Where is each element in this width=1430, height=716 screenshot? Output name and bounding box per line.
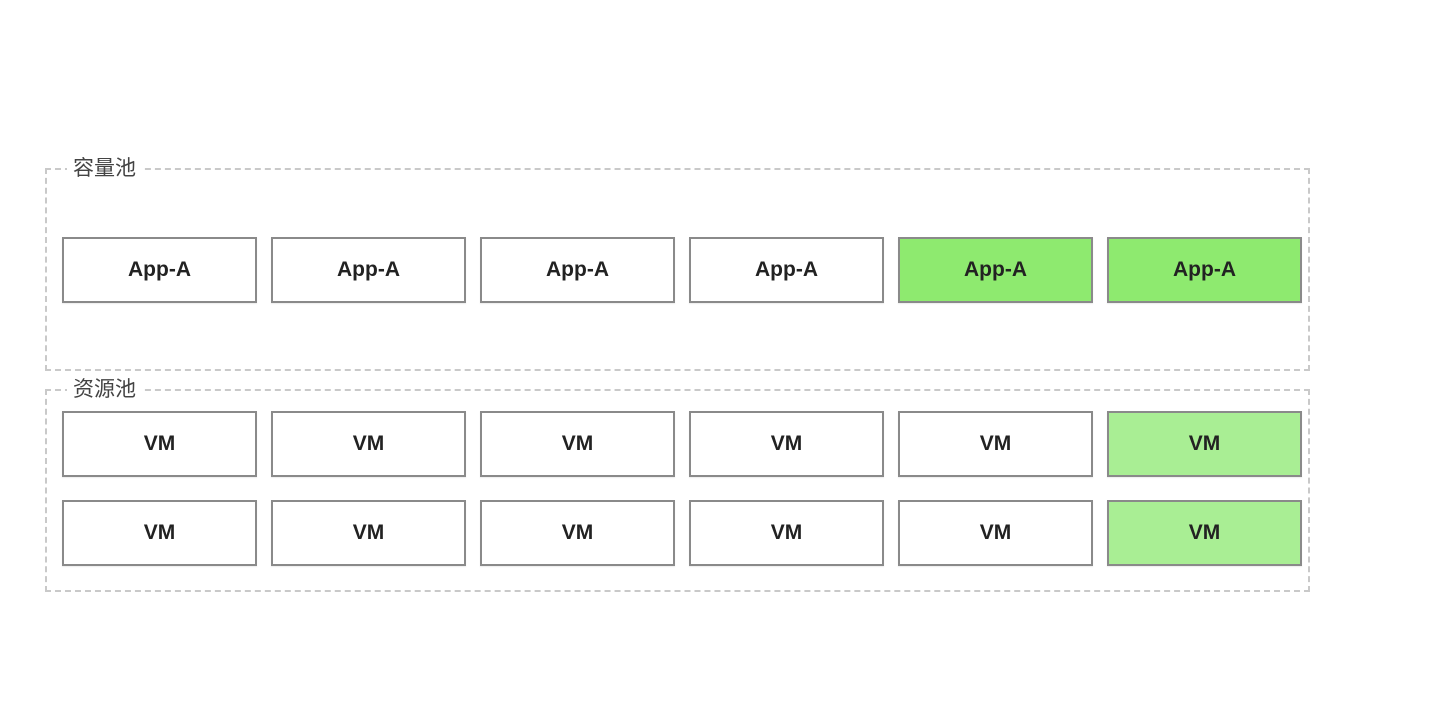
app-box-highlighted: App-A xyxy=(898,237,1093,303)
vm-box-highlighted: VM xyxy=(1107,500,1302,566)
app-box-highlighted: App-A xyxy=(1107,237,1302,303)
vm-row: VM VM VM VM VM VM xyxy=(62,500,1302,566)
vm-box-highlighted: VM xyxy=(1107,411,1302,477)
app-box: App-A xyxy=(689,237,884,303)
resource-pool: 资源池 VM VM VM VM VM VM VM VM VM VM VM VM xyxy=(45,376,1310,592)
vm-box: VM xyxy=(271,411,466,477)
app-box: App-A xyxy=(480,237,675,303)
vm-box: VM xyxy=(898,500,1093,566)
vm-box: VM xyxy=(689,500,884,566)
vm-box: VM xyxy=(62,500,257,566)
app-row: App-A App-A App-A App-A App-A App-A xyxy=(62,237,1302,303)
app-box: App-A xyxy=(62,237,257,303)
capacity-pool-label: 容量池 xyxy=(67,155,142,181)
capacity-pool: 容量池 App-A App-A App-A App-A App-A App-A xyxy=(45,155,1310,371)
vm-box: VM xyxy=(898,411,1093,477)
vm-box: VM xyxy=(689,411,884,477)
vm-box: VM xyxy=(480,411,675,477)
vm-box: VM xyxy=(271,500,466,566)
app-box: App-A xyxy=(271,237,466,303)
resource-pool-label: 资源池 xyxy=(67,376,142,402)
vm-box: VM xyxy=(480,500,675,566)
vm-box: VM xyxy=(62,411,257,477)
vm-row: VM VM VM VM VM VM xyxy=(62,411,1302,477)
